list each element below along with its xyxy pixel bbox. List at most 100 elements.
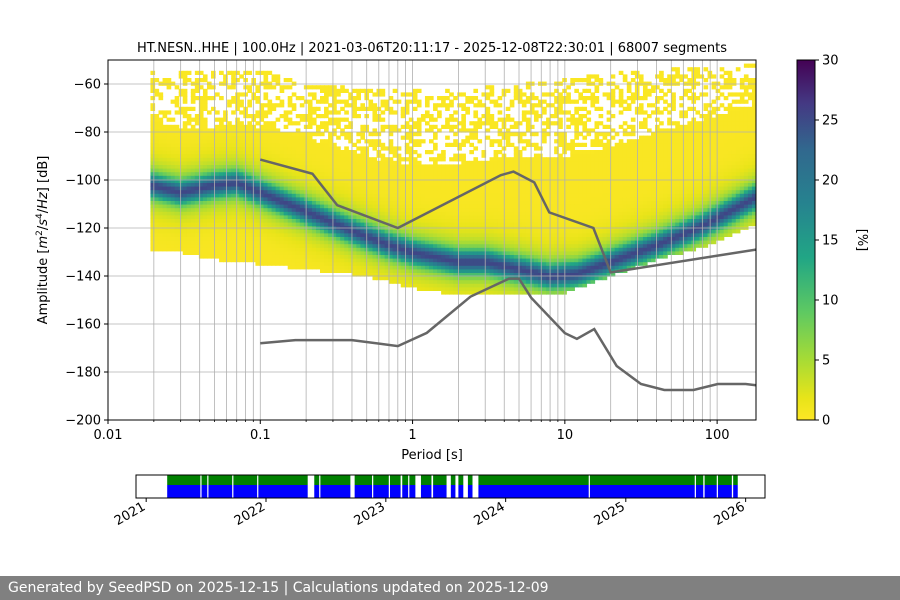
density-cell	[517, 178, 523, 183]
density-cell	[388, 150, 394, 155]
density-cell	[170, 146, 176, 151]
density-cell	[223, 204, 228, 209]
density-cell	[598, 153, 604, 158]
density-cell	[336, 150, 341, 155]
density-cell	[239, 211, 244, 216]
density-cell	[315, 247, 321, 252]
density-cell	[295, 240, 301, 245]
density-cell	[533, 265, 539, 270]
density-cell	[315, 250, 321, 255]
density-cell	[223, 157, 228, 162]
density-cell	[271, 243, 277, 248]
density-cell	[445, 247, 450, 252]
density-cell	[554, 114, 559, 119]
density-cell	[279, 168, 285, 173]
density-cell	[489, 261, 495, 266]
density-cell	[517, 88, 523, 93]
density-cell	[441, 279, 446, 284]
density-cell	[485, 114, 491, 119]
density-cell	[505, 106, 511, 111]
density-cell	[465, 265, 470, 270]
density-cell	[566, 164, 571, 169]
density-cell	[166, 135, 172, 140]
density-cell	[388, 106, 394, 111]
density-cell	[182, 236, 188, 241]
density-cell	[424, 103, 430, 108]
density-cell	[521, 204, 527, 209]
density-cell	[311, 171, 317, 176]
density-cell	[521, 222, 527, 227]
density-cell	[295, 146, 301, 151]
density-cell	[295, 193, 301, 198]
density-cell	[400, 214, 406, 219]
density-cell	[259, 178, 265, 183]
density-cell	[287, 254, 293, 259]
density-cell	[513, 236, 519, 241]
density-cell	[437, 103, 442, 108]
density-cell	[307, 204, 313, 209]
density-cell	[437, 96, 442, 101]
density-cell	[384, 250, 390, 255]
psd-density-heatmap	[150, 63, 756, 295]
density-cell	[558, 218, 563, 223]
density-cell	[320, 207, 325, 212]
density-cell	[429, 229, 434, 234]
density-cell	[174, 99, 180, 104]
density-cell	[424, 222, 430, 227]
density-cell	[315, 243, 321, 248]
density-cell	[227, 153, 232, 158]
density-cell	[586, 279, 592, 284]
density-cell	[449, 211, 454, 216]
density-cell	[570, 193, 575, 198]
density-cell	[465, 218, 470, 223]
density-cell	[424, 150, 430, 155]
density-cell	[150, 247, 156, 252]
density-cell	[154, 196, 160, 201]
density-cell	[489, 85, 495, 90]
density-cell	[481, 200, 487, 205]
density-cell	[408, 193, 414, 198]
density-cell	[235, 146, 240, 151]
density-cell	[291, 146, 297, 151]
density-cell	[400, 157, 406, 162]
density-cell	[473, 279, 479, 284]
density-cell	[271, 168, 277, 173]
density-cell	[546, 103, 551, 108]
density-cell	[223, 258, 228, 263]
density-cell	[219, 218, 224, 223]
density-cell	[287, 265, 293, 270]
density-cell	[497, 232, 503, 237]
density-cell	[437, 168, 442, 173]
density-cell	[174, 178, 180, 183]
density-cell	[223, 153, 228, 158]
density-cell	[594, 254, 600, 259]
density-cell	[590, 279, 596, 284]
density-cell	[465, 286, 470, 291]
density-cell	[416, 128, 422, 133]
density-cell	[497, 290, 503, 295]
density-cell	[158, 182, 164, 187]
density-cell	[578, 78, 584, 83]
density-cell	[469, 193, 475, 198]
density-cell	[239, 204, 244, 209]
density-cell	[505, 250, 511, 255]
density-cell	[473, 247, 479, 252]
density-cell	[287, 142, 293, 147]
density-cell	[291, 261, 297, 266]
density-cell	[388, 232, 394, 237]
density-cell	[416, 272, 422, 277]
density-cell	[182, 146, 188, 151]
density-cell	[469, 200, 475, 205]
density-cell	[307, 106, 313, 111]
density-cell	[158, 160, 164, 165]
density-cell	[429, 222, 434, 227]
density-cell	[578, 200, 584, 205]
density-cell	[449, 114, 454, 119]
density-cell	[271, 182, 277, 187]
density-cell	[360, 186, 366, 191]
density-cell	[574, 106, 579, 111]
density-cell	[360, 182, 366, 187]
density-cell	[529, 96, 535, 101]
density-cell	[574, 78, 579, 83]
density-cell	[420, 204, 426, 209]
